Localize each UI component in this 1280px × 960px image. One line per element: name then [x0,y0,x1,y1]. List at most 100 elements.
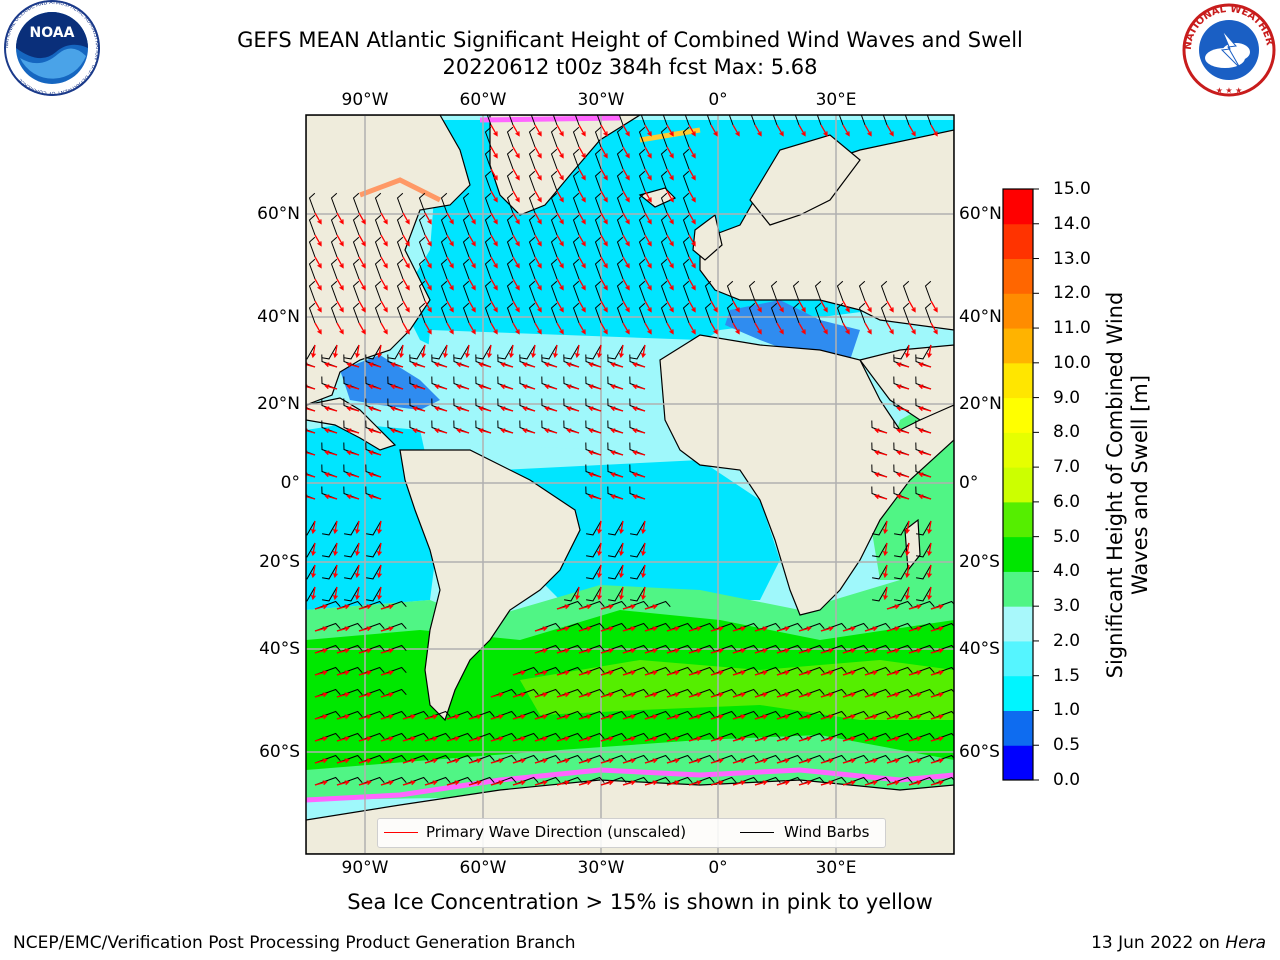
wave-arrow [864,736,878,742]
wave-arrow [358,256,366,269]
sea-ice-north-greenland [479,115,621,123]
wave-arrow [402,278,410,291]
colorbar-tick-label: 11.0 [1053,318,1091,339]
wave-arrow [500,406,514,412]
wind-barb [306,586,316,602]
wind-barb [330,192,338,214]
wind-barb [506,236,514,258]
wave-arrow [776,648,790,654]
wave-arrow [666,168,674,181]
wave-arrow [640,564,646,579]
wave-arrow [644,256,652,269]
wave-arrow [380,758,394,764]
wave-arrow [622,168,630,181]
lat-tick-right: 40°S [959,639,1000,659]
wave-arrow [390,428,404,434]
wind-barb [520,344,536,360]
wave-arrow [754,736,768,742]
lat-tick-left: 40°S [259,639,300,659]
wave-arrow [522,384,536,390]
colorbar-tick-label: 4.0 [1053,561,1081,582]
mediterranean-calm [725,300,860,360]
wave-arrow [534,626,548,632]
wind-barb [352,236,360,258]
wave-arrow [534,256,542,269]
wave-arrow [666,780,680,786]
wave-arrow [732,780,746,786]
wave-arrow [468,780,482,786]
wave-arrow [566,384,580,390]
wave-arrow [666,758,680,764]
wind-barb [916,586,932,602]
wave-arrow [930,322,938,335]
wave-arrow [336,604,350,610]
wave-arrow [930,692,944,698]
wave-arrow [904,564,910,579]
wave-arrow [358,300,366,313]
wave-arrow [578,190,586,203]
wave-arrow [644,300,652,313]
lon-tick-top: 0° [708,90,728,110]
wind-barb [630,564,646,580]
wave-arrow [632,428,646,434]
wave-arrow [534,212,542,225]
wind-barb [872,520,888,536]
wave-arrow [324,406,338,412]
wave-arrow [314,714,328,720]
wind-barb [352,192,360,214]
wave-arrow [398,344,404,359]
wind-barb [396,258,404,280]
wind-barb [418,214,426,236]
wave-arrow [710,124,718,137]
wave-arrow [324,428,338,434]
wave-arrow [688,714,702,720]
wave-arrow [908,692,922,698]
wave-arrow [420,344,426,359]
wave-arrow [376,564,382,579]
wave-arrow [596,564,602,579]
wave-arrow [886,670,900,676]
wave-arrow [732,626,746,632]
wave-arrow [556,256,564,269]
colorbar-segment [1003,328,1033,364]
wave-arrow [622,714,636,720]
wave-arrow [490,168,498,181]
wind-barb [594,302,602,324]
wind-barb [484,214,492,236]
wind-barb [814,280,822,302]
wave-arrow [354,344,360,359]
wave-arrow [508,344,514,359]
wind-barb [344,564,360,580]
colorbar-tick-label: 12.0 [1053,283,1091,304]
wave-arrow [512,234,520,247]
wave-arrow [512,212,520,225]
wave-arrow [358,780,372,786]
wave-arrow [314,626,328,632]
lat-tick-left: 40°N [257,307,300,327]
madagascar-land [904,518,921,572]
wave-arrow [842,626,856,632]
wave-arrow [556,168,564,181]
wind-barb [550,126,558,148]
wind-barb [586,344,602,360]
wave-arrow [556,300,564,313]
wave-arrow [490,212,498,225]
wind-barb [564,344,580,360]
wave-arrow [688,626,702,632]
wave-arrow [358,692,372,698]
wave-arrow [424,256,432,269]
wave-arrow [596,520,602,535]
wind-barb [616,236,624,258]
wave-arrow [578,256,586,269]
wind-barb [902,280,910,302]
colorbar-tick-label: 6.0 [1053,491,1081,512]
wave-arrow [776,322,784,335]
wave-arrow [622,300,630,313]
wave-arrow [412,362,426,368]
wave-arrow [896,450,910,456]
wave-arrow [446,758,460,764]
wind-barb [608,564,624,580]
wave-arrow [368,472,382,478]
wave-arrow [456,406,470,412]
lat-tick-left: 60°S [259,742,300,762]
